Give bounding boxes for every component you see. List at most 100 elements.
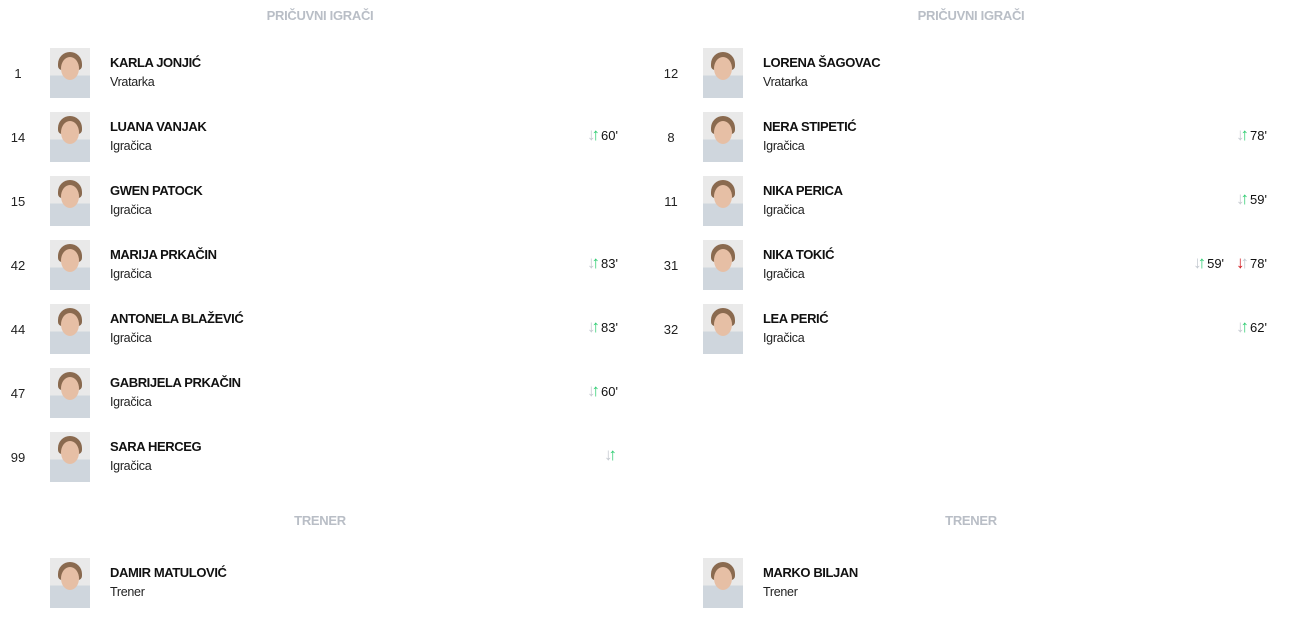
sub-minute: 62' <box>1250 319 1267 335</box>
player-name[interactable]: ANTONELA BLAŽEVIĆ <box>110 311 244 326</box>
player-role: Igračica <box>110 331 152 345</box>
coach-row[interactable]: MARKO BILJAN Trener <box>653 558 1289 622</box>
sub-in-icon: ↓↑ <box>604 445 617 464</box>
coach-role: Trener <box>110 585 145 599</box>
player-number: 1 <box>14 66 22 81</box>
sub-in-icon: ↓↑ <box>1236 125 1249 144</box>
substitution-in: ↓↑ 59' <box>1193 253 1224 273</box>
player-photo <box>703 558 743 608</box>
player-role: Igračica <box>110 459 152 473</box>
player-name[interactable]: SARA HERCEG <box>110 439 202 454</box>
player-number: 42 <box>10 258 26 273</box>
player-photo <box>703 176 743 226</box>
substitution-events: ↓↑ <box>604 445 618 465</box>
player-name[interactable]: GABRIJELA PRKAČIN <box>110 375 241 390</box>
substitution-out: ↓↑ 78' <box>1236 253 1267 273</box>
player-name[interactable]: NIKA TOKIĆ <box>763 247 835 262</box>
coach-section: TRENER DAMIR MATULOVIĆ Trener <box>0 510 640 622</box>
player-number: 15 <box>10 194 26 209</box>
player-name[interactable]: GWEN PATOCK <box>110 183 203 198</box>
player-role: Vratarka <box>110 75 155 89</box>
player-photo <box>703 240 743 290</box>
player-row[interactable]: 47 GABRIJELA PRKAČIN Igračica ↓↑ 60' <box>0 368 640 432</box>
player-photo <box>50 432 90 482</box>
player-row[interactable]: 1 KARLA JONJIĆ Vratarka <box>0 48 640 112</box>
player-photo <box>50 368 90 418</box>
player-role: Igračica <box>763 203 805 217</box>
player-role: Igračica <box>763 139 805 153</box>
player-row[interactable]: 11 NIKA PERICA Igračica ↓↑ 59' <box>653 176 1289 240</box>
player-number: 8 <box>667 130 675 145</box>
sub-minute: 60' <box>601 383 618 399</box>
player-number: 11 <box>664 194 678 209</box>
player-name[interactable]: LORENA ŠAGOVAC <box>763 55 881 70</box>
player-row[interactable]: 99 SARA HERCEG Igračica ↓↑ <box>0 432 640 496</box>
player-name[interactable]: MARIJA PRKAČIN <box>110 247 217 262</box>
player-name[interactable]: NIKA PERICA <box>763 183 843 198</box>
sub-in-icon: ↓↑ <box>587 317 600 336</box>
player-role: Igračica <box>110 395 152 409</box>
player-row[interactable]: 42 MARIJA PRKAČIN Igračica ↓↑ 83' <box>0 240 640 304</box>
player-row[interactable]: 14 LUANA VANJAK Igračica ↓↑ 60' <box>0 112 640 176</box>
player-number: 99 <box>10 450 26 465</box>
player-photo <box>703 112 743 162</box>
player-row[interactable]: 44 ANTONELA BLAŽEVIĆ Igračica ↓↑ 83' <box>0 304 640 368</box>
player-name[interactable]: LUANA VANJAK <box>110 119 207 134</box>
substitution-events: ↓↑ 59' <box>1236 189 1267 209</box>
substitution-events: ↓↑ 60' <box>587 125 618 145</box>
sub-in-icon: ↓↑ <box>587 381 600 400</box>
substitutes-header: PRIČUVNI IGRAČI <box>266 8 374 23</box>
player-number: 12 <box>663 66 679 81</box>
coach-header: TRENER <box>294 513 346 528</box>
player-row[interactable]: 32 LEA PERIĆ Igračica ↓↑ 62' <box>653 304 1289 368</box>
substitution-events: ↓↑ 83' <box>587 317 618 337</box>
player-role: Igračica <box>110 203 152 217</box>
player-role: Igračica <box>763 267 805 281</box>
coach-header: TRENER <box>945 513 997 528</box>
substitution-in: ↓↑ 59' <box>1236 189 1267 209</box>
player-row[interactable]: 15 GWEN PATOCK Igračica <box>0 176 640 240</box>
player-photo <box>50 304 90 354</box>
player-role: Igračica <box>763 331 805 345</box>
player-role: Vratarka <box>763 75 808 89</box>
substitution-events: ↓↑ 62' <box>1236 317 1267 337</box>
player-row[interactable]: 8 NERA STIPETIĆ Igračica ↓↑ 78' <box>653 112 1289 176</box>
substitution-in: ↓↑ <box>604 445 618 465</box>
player-name[interactable]: KARLA JONJIĆ <box>110 55 201 70</box>
substitution-in: ↓↑ 83' <box>587 317 618 337</box>
substitutes-header: PRIČUVNI IGRAČI <box>917 8 1025 23</box>
sub-minute: 78' <box>1250 127 1267 143</box>
sub-minute: 59' <box>1250 191 1267 207</box>
sub-minute: 59' <box>1207 255 1225 271</box>
substitution-events: ↓↑ 83' <box>587 253 618 273</box>
sub-in-icon: ↓↑ <box>1236 317 1249 336</box>
substitution-in: ↓↑ 60' <box>587 381 618 401</box>
player-photo <box>50 48 90 98</box>
player-role: Igračica <box>110 139 152 153</box>
substitution-in: ↓↑ 83' <box>587 253 618 273</box>
sub-in-icon: ↓↑ <box>1193 253 1206 272</box>
player-name[interactable]: NERA STIPETIĆ <box>763 119 857 134</box>
player-photo <box>50 240 90 290</box>
home-team-column: PRIČUVNI IGRAČI 1 KARLA JONJIĆ Vratarka … <box>0 0 640 622</box>
sub-out-icon: ↓↑ <box>1236 253 1249 272</box>
sub-minute: 78' <box>1250 255 1267 271</box>
player-number: 31 <box>663 258 679 273</box>
coach-name[interactable]: MARKO BILJAN <box>763 565 858 580</box>
sub-in-icon: ↓↑ <box>1236 189 1249 208</box>
player-number: 32 <box>663 322 679 337</box>
coach-row[interactable]: DAMIR MATULOVIĆ Trener <box>0 558 640 622</box>
player-photo <box>703 304 743 354</box>
player-photo <box>50 112 90 162</box>
sub-minute: 83' <box>601 319 618 335</box>
sub-minute: 60' <box>601 127 618 143</box>
player-row[interactable]: 31 NIKA TOKIĆ Igračica ↓↑ 59' ↓↑ 78' <box>653 240 1289 304</box>
substitution-events: ↓↑ 78' <box>1236 125 1267 145</box>
sub-in-icon: ↓↑ <box>587 125 600 144</box>
player-row[interactable]: 12 LORENA ŠAGOVAC Vratarka <box>653 48 1289 112</box>
player-name[interactable]: LEA PERIĆ <box>763 311 829 326</box>
coach-section: TRENER MARKO BILJAN Trener <box>653 510 1289 622</box>
substitution-events: ↓↑ 60' <box>587 381 618 401</box>
player-number: 47 <box>10 386 26 401</box>
coach-name[interactable]: DAMIR MATULOVIĆ <box>110 565 227 580</box>
